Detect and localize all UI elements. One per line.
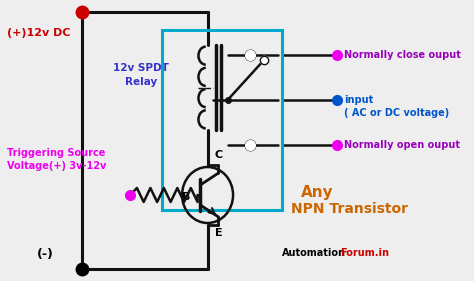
Text: Any: Any <box>301 185 333 200</box>
Text: (+)12v DC: (+)12v DC <box>7 28 71 38</box>
Text: NPN Transistor: NPN Transistor <box>292 202 408 216</box>
Text: Automation: Automation <box>282 248 346 258</box>
Text: Normally open ouput: Normally open ouput <box>344 140 460 150</box>
Text: 12v SPDT
Relay: 12v SPDT Relay <box>113 63 169 87</box>
Text: Normally close ouput: Normally close ouput <box>344 50 461 60</box>
Text: B: B <box>182 192 190 202</box>
Bar <box>162 30 282 210</box>
Text: Forum.in: Forum.in <box>340 248 390 258</box>
Text: (-): (-) <box>36 248 53 261</box>
Text: input
( AC or DC voltage): input ( AC or DC voltage) <box>344 95 449 118</box>
Text: Triggering Source
Voltage(+) 3v-12v: Triggering Source Voltage(+) 3v-12v <box>7 148 107 171</box>
Text: E: E <box>215 228 222 238</box>
Text: C: C <box>215 150 223 160</box>
